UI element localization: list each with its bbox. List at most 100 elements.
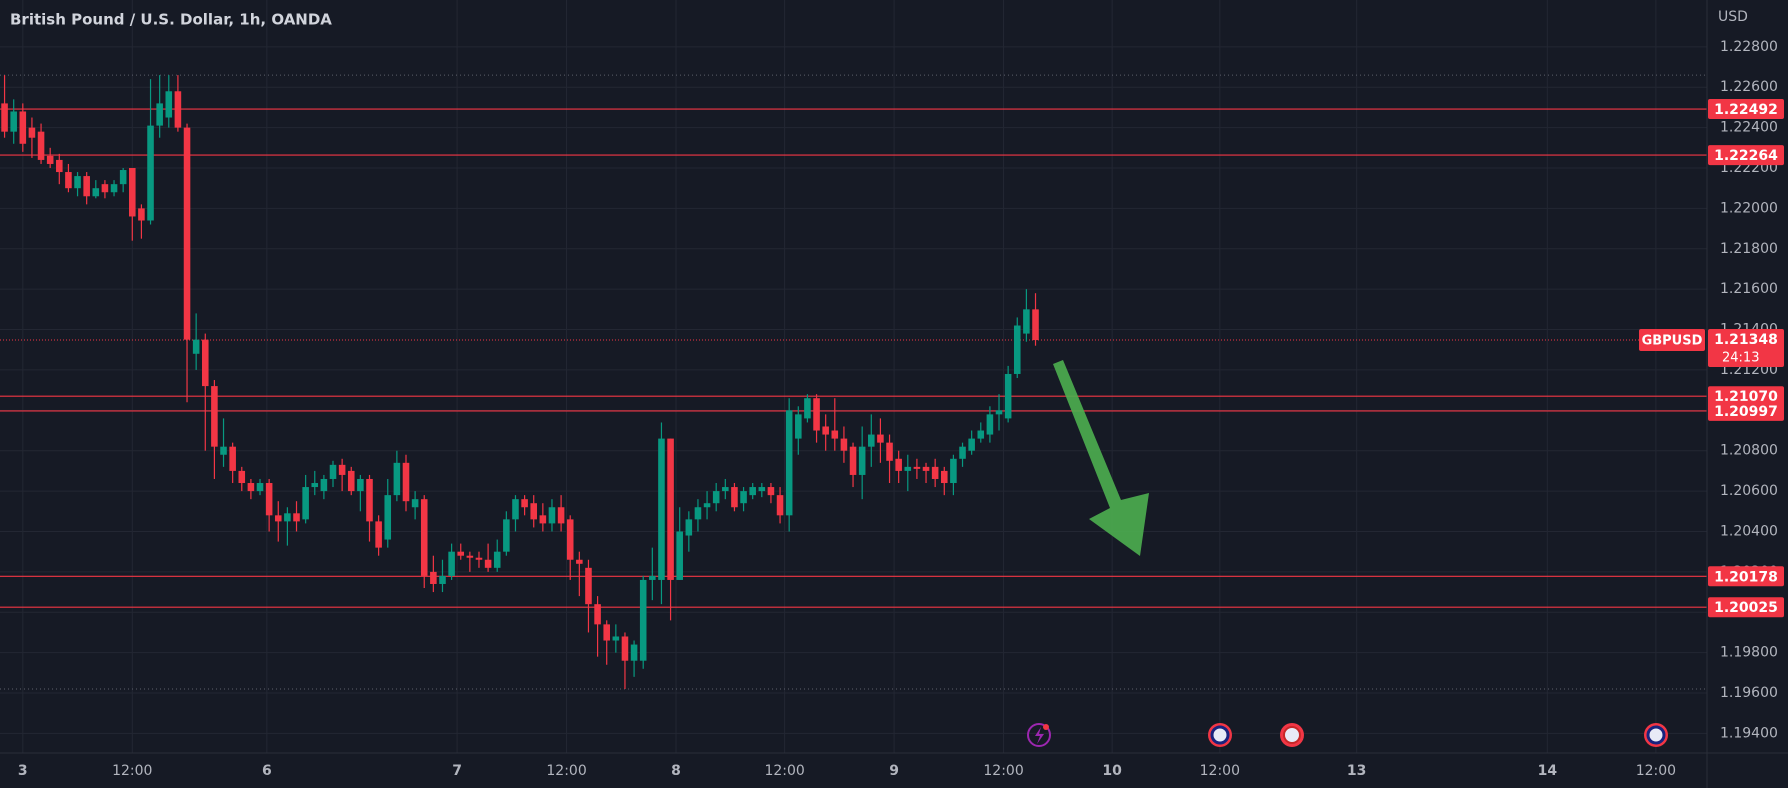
candle-body — [56, 159, 63, 173]
candle-body — [512, 499, 519, 520]
x-tick-label: 13 — [1347, 763, 1366, 779]
candle-body — [1013, 325, 1021, 374]
grid — [0, 0, 1707, 753]
candle-body — [83, 176, 90, 197]
candle-body — [183, 127, 191, 340]
candle-body — [320, 478, 328, 492]
level-label-box — [1708, 145, 1784, 166]
x-tick-label: 8 — [671, 763, 681, 779]
candle-body — [977, 430, 985, 439]
candle-body — [338, 464, 346, 475]
candle-body — [110, 184, 118, 193]
candle-body — [904, 466, 912, 471]
candle-body — [576, 559, 583, 564]
candle-body — [931, 466, 939, 479]
candle-body — [877, 434, 884, 443]
candle-body — [722, 487, 729, 492]
candle-body — [822, 426, 829, 435]
candle-body — [995, 410, 1003, 415]
level-label-box — [1708, 99, 1784, 120]
candle-body — [357, 478, 364, 492]
candle-body — [284, 513, 291, 522]
candle-body — [439, 575, 446, 584]
level-label: 1.22264 — [1714, 148, 1778, 164]
y-tick-label: 1.22600 — [1720, 79, 1778, 95]
candle-body — [950, 458, 957, 484]
levels — [0, 74, 1707, 690]
y-tick-label: 1.22000 — [1720, 200, 1778, 216]
candle-body — [649, 575, 656, 580]
candle-body — [785, 410, 793, 516]
candle-body — [1023, 309, 1030, 334]
level-label: 1.20025 — [1714, 600, 1778, 616]
candle-body — [229, 446, 236, 471]
x-tick-label: 10 — [1102, 763, 1122, 779]
y-tick-label: 1.19400 — [1720, 725, 1778, 741]
level-label: 1.22492 — [1714, 102, 1778, 118]
x-tick-label: 7 — [452, 763, 462, 779]
candle-body — [466, 555, 474, 558]
candle-body — [457, 551, 465, 556]
candle-body — [247, 483, 255, 492]
candle-body — [667, 438, 674, 580]
candle-body — [621, 636, 629, 661]
candle-body — [411, 499, 419, 508]
candle-body — [192, 339, 200, 354]
level-labels: 1.224921.222641.210701.209971.201781.200… — [1639, 99, 1784, 618]
currency-label: USD — [1718, 9, 1748, 25]
candle-body — [585, 567, 592, 605]
candle-body — [548, 507, 556, 524]
candle-body — [10, 111, 17, 132]
countdown-label: 24:13 — [1722, 351, 1759, 366]
candle-body — [138, 208, 145, 221]
candle-body — [430, 571, 437, 584]
candle-body — [639, 579, 647, 661]
candle-body — [603, 624, 610, 641]
y-tick-label: 1.22400 — [1720, 120, 1778, 136]
candle-body — [119, 170, 127, 185]
y-tick-label: 1.21800 — [1720, 241, 1778, 257]
candle-body — [311, 483, 319, 488]
y-tick-label: 1.19800 — [1720, 645, 1778, 661]
candle-body — [46, 155, 54, 164]
candle-body — [731, 487, 738, 508]
x-tick-label: 12:00 — [983, 763, 1023, 779]
down-arrow — [1053, 360, 1149, 556]
candle-body — [220, 446, 227, 455]
candle-body — [740, 491, 747, 504]
candle-body — [92, 188, 100, 197]
last-price-box — [1708, 329, 1784, 368]
candle-body — [366, 478, 373, 522]
candle-body — [147, 125, 154, 221]
candle-body — [986, 414, 994, 435]
candle-body — [37, 131, 45, 160]
candle-body — [630, 644, 638, 661]
candle-body — [329, 464, 337, 479]
x-tick-label: 3 — [18, 763, 28, 779]
candle-body — [913, 466, 921, 469]
event-icons — [1027, 723, 1668, 747]
candle-body — [557, 507, 565, 524]
candle-body — [1032, 309, 1039, 341]
last-price-label: 1.21348 — [1714, 332, 1778, 348]
symbol-label: GBPUSD — [1642, 334, 1703, 349]
candles — [1, 75, 1039, 689]
candle-body — [959, 446, 966, 459]
candle-body — [384, 495, 392, 540]
candle-body — [238, 470, 246, 484]
x-tick-label: 9 — [889, 763, 899, 779]
candle-body — [795, 414, 802, 439]
candle-body — [293, 513, 300, 522]
candle-body — [530, 503, 538, 520]
x-tick-label: 6 — [262, 763, 272, 779]
y-tick-label: 1.21600 — [1720, 281, 1778, 297]
event-icon[interactable] — [1027, 723, 1051, 747]
candle-body — [174, 91, 182, 128]
candle-body — [922, 466, 930, 471]
symbol-box — [1639, 329, 1705, 352]
candle-body — [101, 184, 109, 193]
candle-body — [347, 470, 355, 492]
flag-uk — [1646, 725, 1666, 745]
x-tick-label: 14 — [1538, 763, 1558, 779]
